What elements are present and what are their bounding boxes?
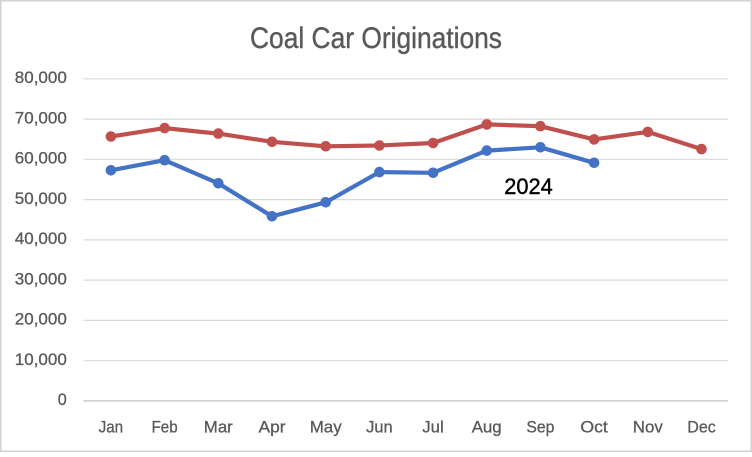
svg-text:Oct: Oct — [580, 418, 608, 437]
svg-text:Jul: Jul — [422, 418, 444, 437]
svg-text:50,000: 50,000 — [15, 189, 67, 208]
svg-text:40,000: 40,000 — [15, 229, 67, 248]
svg-text:May: May — [310, 418, 342, 437]
svg-text:Aug: Aug — [472, 418, 502, 437]
svg-text:0: 0 — [58, 390, 67, 409]
svg-text:70,000: 70,000 — [15, 108, 67, 127]
svg-text:Mar: Mar — [204, 418, 233, 437]
svg-text:30,000: 30,000 — [15, 269, 67, 288]
svg-text:20,000: 20,000 — [15, 310, 67, 329]
svg-text:Jan: Jan — [99, 418, 124, 437]
svg-text:80,000: 80,000 — [15, 68, 67, 87]
svg-text:Dec: Dec — [687, 418, 716, 437]
svg-text:2024: 2024 — [504, 174, 553, 199]
svg-text:Jun: Jun — [366, 418, 393, 437]
svg-text:Nov: Nov — [633, 418, 663, 437]
svg-text:Feb: Feb — [152, 418, 178, 437]
svg-text:10,000: 10,000 — [15, 350, 67, 369]
svg-text:Coal Car Originations: Coal Car Originations — [250, 22, 502, 55]
svg-text:60,000: 60,000 — [15, 149, 67, 168]
svg-text:Apr: Apr — [259, 418, 286, 437]
svg-text:Sep: Sep — [526, 418, 554, 437]
